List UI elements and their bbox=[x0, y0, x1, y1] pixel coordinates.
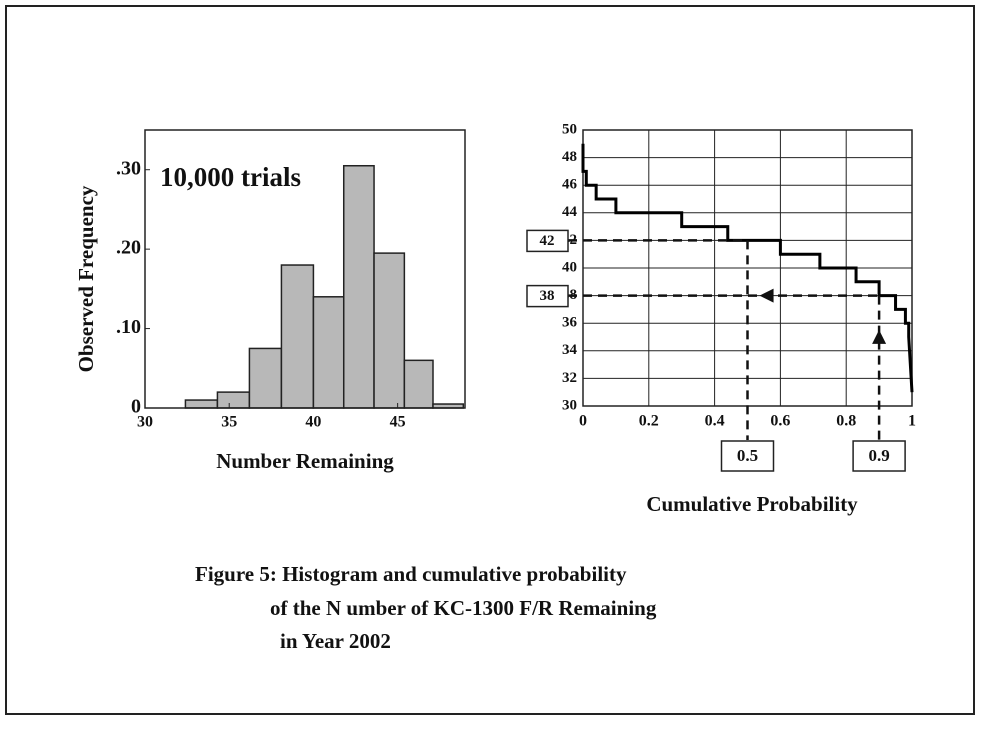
y-tick-label: 0 bbox=[131, 396, 141, 418]
y-axis-label: Observed Frequency bbox=[74, 185, 98, 372]
y-tick-label: 30 bbox=[562, 397, 577, 413]
x-value-label: 0.9 bbox=[868, 446, 889, 465]
x-tick-label: 40 bbox=[305, 414, 321, 431]
frame bbox=[5, 5, 975, 715]
annotation: 10,000 trials bbox=[160, 162, 301, 192]
y-value-box bbox=[526, 229, 569, 253]
y-value-box bbox=[526, 284, 569, 308]
arrow-head bbox=[759, 288, 774, 303]
caption-line: of the N umber of KC-1300 F/R Remaining bbox=[270, 596, 657, 620]
x-axis-label: Number Remaining bbox=[216, 449, 394, 473]
bar bbox=[280, 264, 315, 409]
y-tick-label: 40 bbox=[562, 259, 577, 275]
x-value-box bbox=[852, 440, 906, 472]
y-tick-label: 34 bbox=[562, 342, 578, 358]
bar bbox=[403, 359, 434, 409]
x-tick-label: 0.4 bbox=[705, 413, 725, 430]
y-tick-label: 44 bbox=[562, 204, 578, 220]
x-tick-label: 45 bbox=[390, 414, 406, 431]
y-value-label: 38 bbox=[540, 288, 555, 304]
x-tick-label: 0.6 bbox=[770, 413, 790, 430]
x-value-label: 0.5 bbox=[737, 446, 758, 465]
arrow-head bbox=[872, 329, 887, 344]
y-tick-label: 32 bbox=[562, 370, 577, 386]
x-tick-label: 30 bbox=[137, 414, 153, 431]
bar bbox=[373, 252, 406, 409]
x-tick-label: 1 bbox=[908, 413, 916, 430]
y-tick-label: 46 bbox=[562, 177, 578, 193]
plot-frame bbox=[144, 129, 466, 409]
x-value-box bbox=[720, 440, 775, 472]
caption-line: Figure 5: Histogram and cumulative proba… bbox=[195, 562, 627, 586]
x-tick-label: 35 bbox=[221, 414, 237, 431]
bar bbox=[248, 347, 283, 409]
bar bbox=[184, 399, 219, 409]
bar bbox=[312, 296, 345, 409]
x-axis-label: Cumulative Probability bbox=[646, 492, 858, 516]
bar bbox=[342, 164, 375, 409]
x-tick-label: 0.8 bbox=[836, 413, 856, 430]
y-value-label: 42 bbox=[540, 233, 555, 249]
y-tick-label: 36 bbox=[562, 315, 578, 331]
y-tick-label: .20 bbox=[116, 237, 141, 259]
y-tick-label: .10 bbox=[116, 316, 141, 338]
y-tick-label: 50 bbox=[562, 121, 577, 137]
y-tick-label: .30 bbox=[116, 157, 141, 179]
x-tick-label: 0 bbox=[579, 413, 587, 430]
step-line bbox=[581, 143, 914, 393]
y-tick-label: 48 bbox=[562, 149, 577, 165]
x-tick-label: 0.2 bbox=[639, 413, 659, 430]
bar bbox=[216, 391, 251, 409]
caption-line: in Year 2002 bbox=[280, 629, 391, 653]
